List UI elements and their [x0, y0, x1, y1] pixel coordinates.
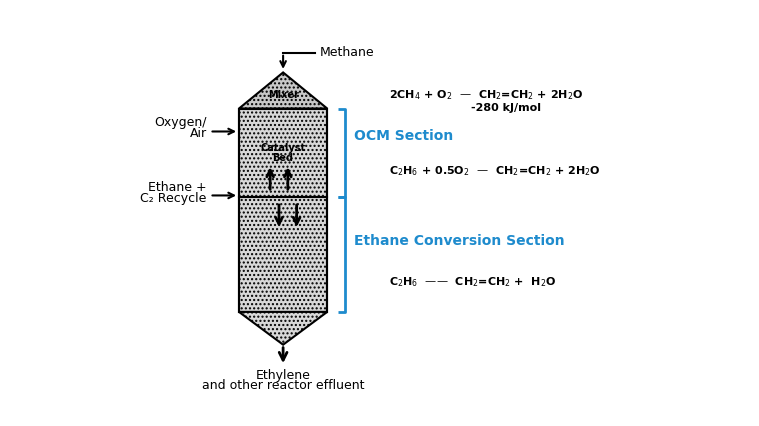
Text: Ethylene: Ethylene: [256, 369, 310, 382]
Text: C$_2$H$_6$  $\mathbf{——}$  CH$_2$=CH$_2$ +  H$_2$O: C$_2$H$_6$ $\mathbf{——}$ CH$_2$=CH$_2$ +…: [389, 276, 556, 289]
Text: Catalyst: Catalyst: [260, 143, 306, 153]
Polygon shape: [239, 72, 327, 109]
Text: 2CH$_4$ + O$_2$  $\mathbf{—}$  CH$_2$=CH$_2$ + 2H$_2$O: 2CH$_4$ + O$_2$ $\mathbf{—}$ CH$_2$=CH$_…: [389, 89, 584, 102]
Text: Bed: Bed: [272, 153, 294, 163]
Text: Mixer: Mixer: [268, 90, 298, 101]
Text: and other reactor effluent: and other reactor effluent: [202, 379, 364, 392]
Text: Ethane Conversion Section: Ethane Conversion Section: [354, 234, 565, 248]
Text: C$_2$H$_6$ + 0.5O$_2$  $\mathbf{—}$  CH$_2$=CH$_2$ + 2H$_2$O: C$_2$H$_6$ + 0.5O$_2$ $\mathbf{—}$ CH$_2…: [389, 164, 600, 178]
Polygon shape: [239, 109, 327, 197]
Text: Methane: Methane: [320, 46, 375, 59]
Text: Oxygen/: Oxygen/: [154, 116, 206, 129]
Text: C₂ Recycle: C₂ Recycle: [140, 192, 206, 205]
Text: Air: Air: [190, 127, 206, 140]
Text: -280 kJ/mol: -280 kJ/mol: [471, 103, 541, 112]
Text: Ethane +: Ethane +: [148, 181, 206, 194]
Polygon shape: [239, 312, 327, 345]
Text: OCM Section: OCM Section: [354, 130, 454, 144]
Polygon shape: [239, 197, 327, 312]
